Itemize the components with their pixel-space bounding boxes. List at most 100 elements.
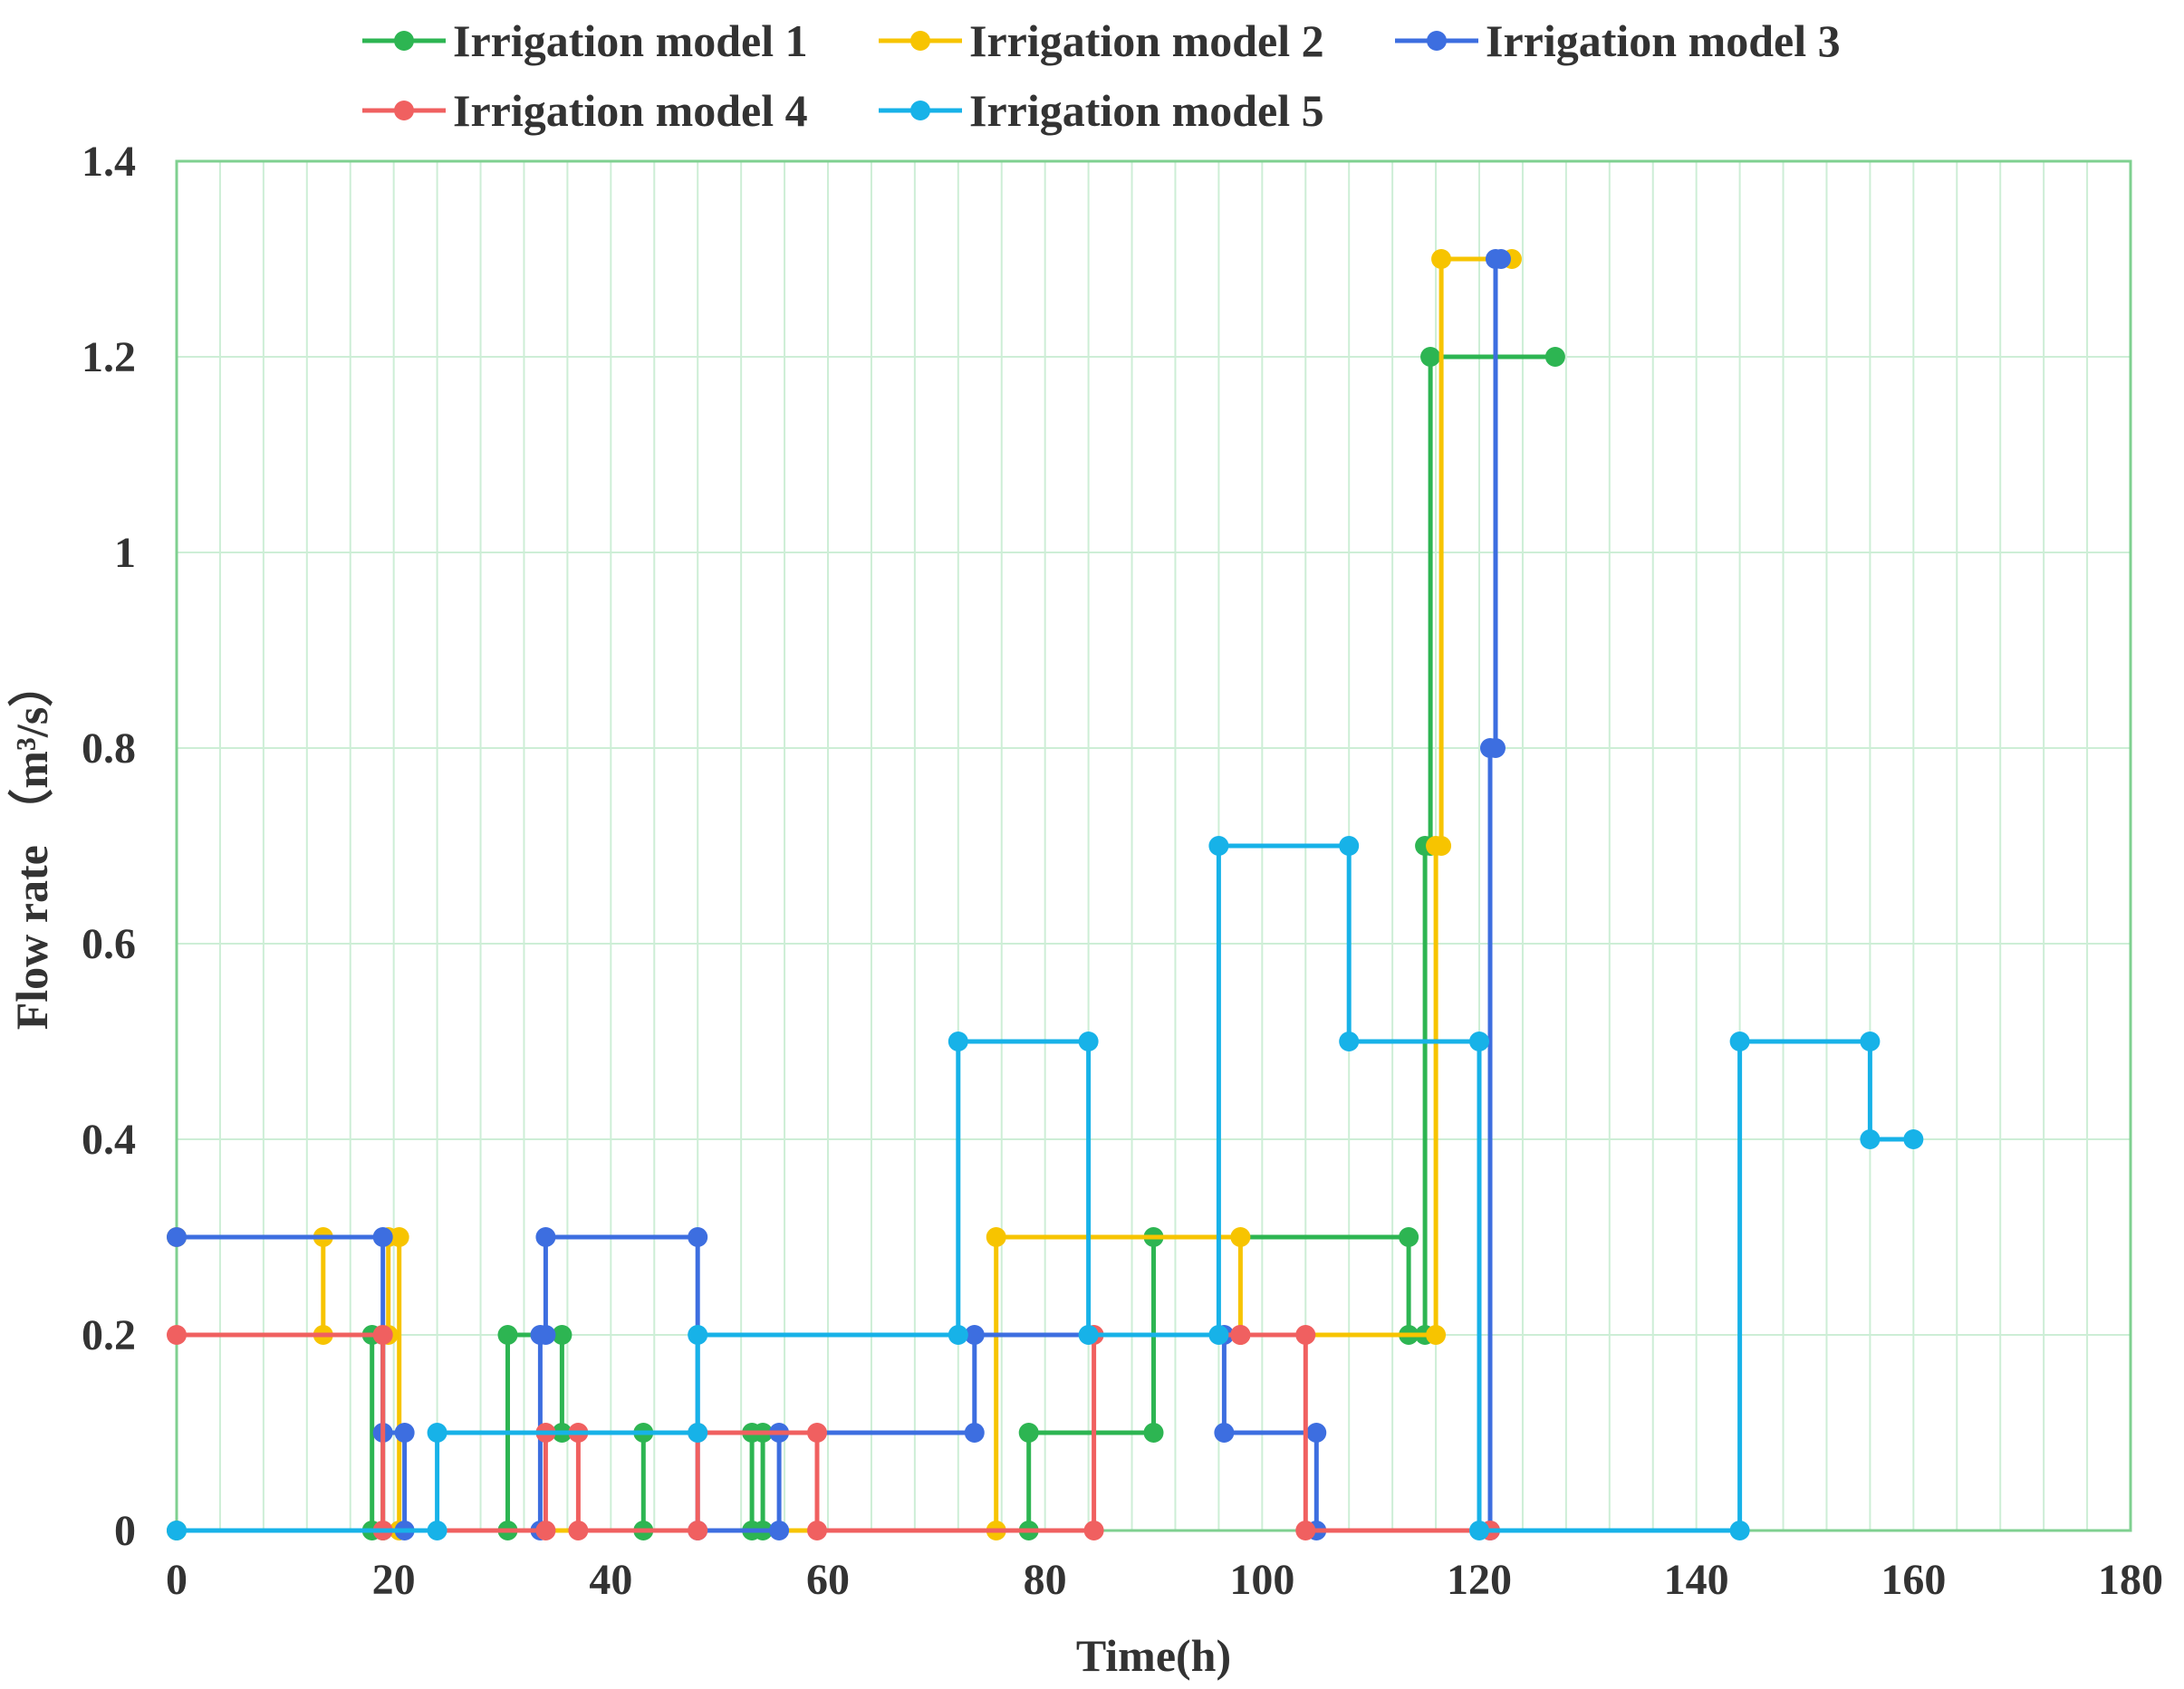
data-point	[1729, 1032, 1750, 1051]
data-point	[497, 1325, 518, 1345]
data-point	[389, 1227, 409, 1247]
data-point	[535, 1521, 556, 1540]
x-tick-label: 100	[1229, 1556, 1294, 1604]
data-point	[1230, 1227, 1251, 1247]
series-layer	[167, 249, 1924, 1540]
series-line	[177, 843, 1914, 1533]
legend-swatch-marker	[910, 31, 930, 51]
data-point	[1339, 836, 1360, 856]
data-point	[1490, 249, 1511, 269]
data-point	[1469, 1521, 1489, 1540]
legend-label: Irrigation model 3	[1486, 15, 1841, 66]
data-point	[1018, 1423, 1039, 1443]
data-point	[1903, 1129, 1924, 1149]
legend-item: Irrigation model 3	[1395, 15, 1841, 66]
y-tick-label: 0.2	[82, 1311, 136, 1359]
legend-swatch-marker	[394, 31, 414, 51]
legend-label: Irrigation model 1	[453, 15, 808, 66]
y-tick-label: 0	[114, 1507, 136, 1555]
series-3	[167, 249, 1511, 1540]
data-point	[1544, 347, 1565, 367]
legend-label: Irrigation model 2	[969, 15, 1324, 66]
data-point	[1729, 1521, 1750, 1540]
data-point	[807, 1521, 828, 1540]
data-point	[1306, 1423, 1327, 1443]
data-point	[1860, 1032, 1881, 1051]
data-point	[688, 1227, 708, 1247]
data-point	[1143, 1423, 1164, 1443]
data-point	[568, 1521, 589, 1540]
legend-item: Irrigation model 1	[362, 15, 808, 66]
data-point	[1420, 347, 1441, 367]
y-tick-label: 1.2	[82, 333, 136, 381]
series-5	[167, 836, 1924, 1540]
data-point	[535, 1227, 556, 1247]
data-point	[394, 1423, 415, 1443]
x-axis-title: Time(h)	[1076, 1630, 1231, 1681]
x-tick-label: 80	[1024, 1556, 1067, 1604]
data-point	[1078, 1032, 1099, 1051]
data-point	[427, 1423, 447, 1443]
data-point	[807, 1423, 828, 1443]
data-point	[1431, 249, 1452, 269]
y-tick-label: 1	[114, 529, 136, 577]
data-point	[1208, 836, 1229, 856]
data-point	[535, 1325, 556, 1345]
data-point	[552, 1325, 572, 1345]
data-point	[964, 1325, 985, 1345]
x-tick-label: 120	[1447, 1556, 1512, 1604]
data-point	[167, 1521, 187, 1540]
x-tick-label: 140	[1664, 1556, 1729, 1604]
data-point	[372, 1227, 393, 1247]
data-point	[1426, 1325, 1447, 1345]
x-tick-label: 180	[2098, 1556, 2163, 1604]
data-point	[1078, 1325, 1099, 1345]
data-point	[1295, 1521, 1316, 1540]
data-point	[688, 1325, 708, 1345]
data-point	[1295, 1325, 1316, 1345]
data-point	[964, 1423, 985, 1443]
series-line	[177, 256, 1501, 1533]
data-point	[688, 1521, 708, 1540]
data-point	[372, 1325, 393, 1345]
y-tick-label: 0.8	[82, 725, 136, 773]
data-point	[1485, 738, 1506, 758]
x-tick-label: 40	[589, 1556, 632, 1604]
data-point	[167, 1325, 187, 1345]
y-axis-title: Flow rate （m³/s）	[6, 662, 57, 1031]
data-point	[1431, 836, 1452, 856]
data-point	[1230, 1325, 1251, 1345]
data-point	[986, 1227, 1006, 1247]
tick-labels: 0 20 40 60 80 100 120 140 160 180 0 0.2 0.4 0.6 0.8 1 1.…	[82, 138, 2163, 1604]
legend-item: Irrigation model 2	[879, 15, 1324, 66]
legend: Irrigation model 1 Irrigation model 2 Irri…	[362, 15, 1841, 136]
x-tick-label: 0	[166, 1556, 188, 1604]
legend-swatch-marker	[394, 101, 414, 120]
data-point	[1339, 1032, 1360, 1051]
x-tick-label: 60	[806, 1556, 850, 1604]
data-point	[1083, 1521, 1104, 1540]
data-point	[427, 1521, 447, 1540]
legend-label: Irrigation model 5	[969, 85, 1324, 136]
plot-area-frame	[175, 159, 2132, 1532]
data-point	[1860, 1129, 1881, 1149]
data-point	[1208, 1325, 1229, 1345]
legend-item: Irrigation model 5	[879, 85, 1324, 136]
data-point	[1214, 1423, 1235, 1443]
y-tick-label: 0.6	[82, 920, 136, 968]
y-axis-title-main: Flow rate	[6, 845, 57, 1030]
data-point	[948, 1325, 968, 1345]
legend-label: Irrigation model 4	[453, 85, 808, 136]
y-tick-label: 0.4	[82, 1116, 136, 1164]
y-axis-title-unit: （m³/s）	[6, 662, 57, 834]
data-point	[769, 1521, 790, 1540]
legend-item: Irrigation model 4	[362, 85, 808, 136]
data-point	[167, 1227, 187, 1247]
x-tick-label: 20	[372, 1556, 416, 1604]
data-point	[1399, 1227, 1419, 1247]
data-point	[948, 1032, 968, 1051]
x-tick-label: 160	[1881, 1556, 1946, 1604]
data-point	[688, 1423, 708, 1443]
